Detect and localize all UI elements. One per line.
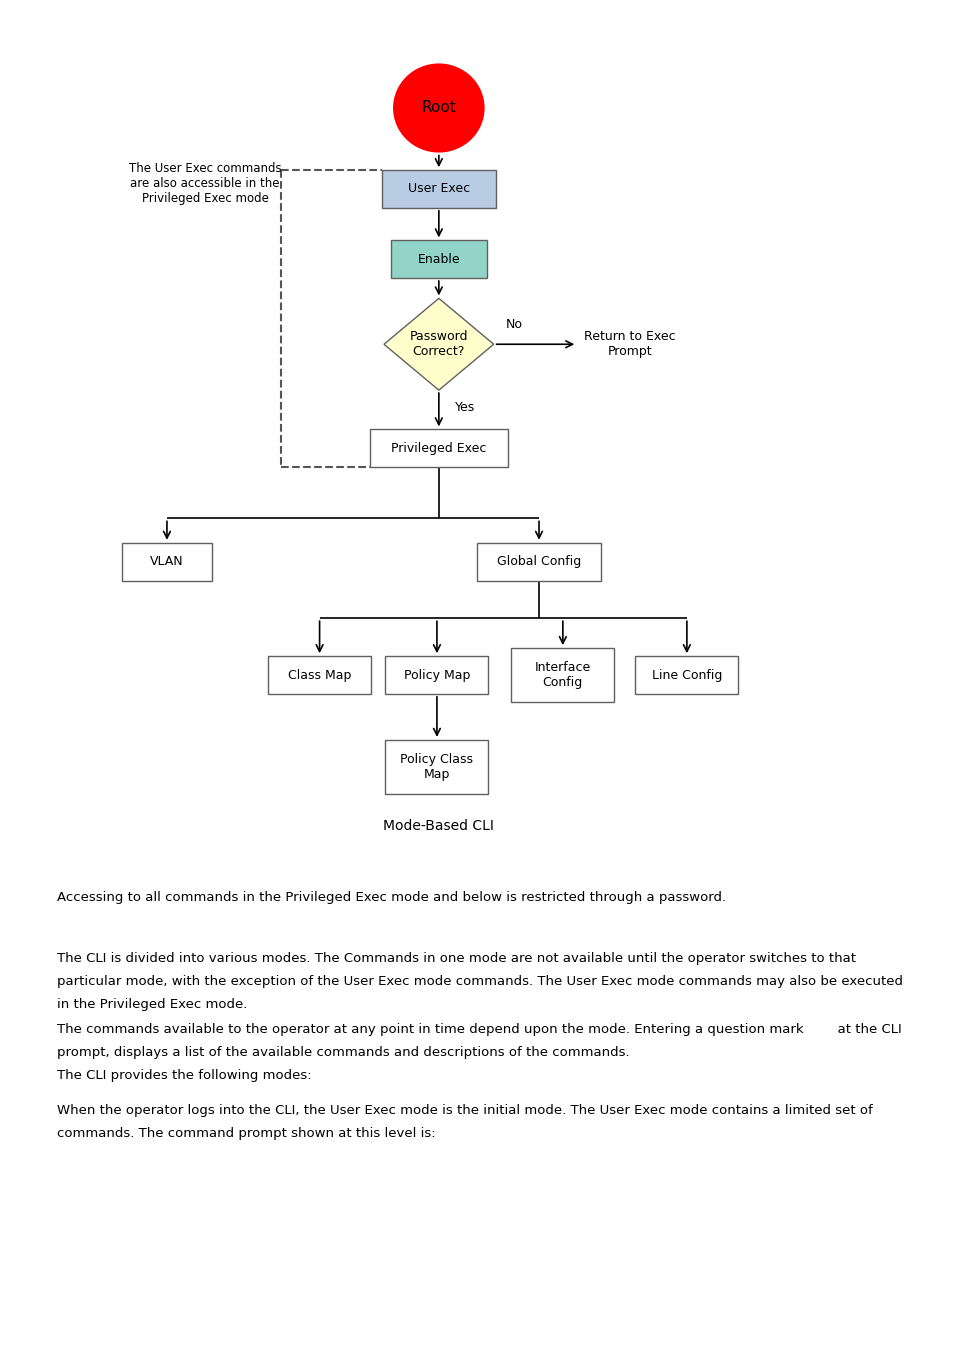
Text: Interface
Config: Interface Config — [535, 662, 590, 688]
Text: No: No — [506, 317, 522, 331]
Ellipse shape — [393, 63, 484, 153]
Text: Privileged Exec: Privileged Exec — [391, 441, 486, 455]
FancyBboxPatch shape — [391, 240, 486, 278]
Text: Global Config: Global Config — [497, 555, 580, 568]
FancyBboxPatch shape — [385, 656, 488, 694]
Text: Yes: Yes — [455, 401, 476, 413]
Text: VLAN: VLAN — [150, 555, 184, 568]
Text: Enable: Enable — [417, 252, 459, 266]
Text: Password
Correct?: Password Correct? — [409, 331, 468, 358]
Text: prompt, displays a list of the available commands and descriptions of the comman: prompt, displays a list of the available… — [57, 1046, 629, 1060]
Text: Accessing to all commands in the Privileged Exec mode and below is restricted th: Accessing to all commands in the Privile… — [57, 891, 725, 904]
Text: in the Privileged Exec mode.: in the Privileged Exec mode. — [57, 998, 248, 1011]
FancyBboxPatch shape — [385, 740, 488, 794]
Text: When the operator logs into the CLI, the User Exec mode is the initial mode. The: When the operator logs into the CLI, the… — [57, 1104, 872, 1118]
Text: particular mode, with the exception of the User Exec mode commands. The User Exe: particular mode, with the exception of t… — [57, 975, 902, 988]
Text: The CLI is divided into various modes. The Commands in one mode are not availabl: The CLI is divided into various modes. T… — [57, 952, 856, 965]
Text: The CLI provides the following modes:: The CLI provides the following modes: — [57, 1069, 312, 1083]
Text: User Exec: User Exec — [407, 182, 470, 196]
FancyBboxPatch shape — [476, 543, 600, 580]
FancyBboxPatch shape — [268, 656, 371, 694]
Text: Return to Exec
Prompt: Return to Exec Prompt — [583, 331, 675, 358]
FancyBboxPatch shape — [635, 656, 738, 694]
Text: commands. The command prompt shown at this level is:: commands. The command prompt shown at th… — [57, 1127, 436, 1141]
Polygon shape — [383, 298, 494, 390]
Text: The User Exec commands
are also accessible in the
Privileged Exec mode: The User Exec commands are also accessib… — [129, 162, 281, 205]
Text: Class Map: Class Map — [288, 668, 351, 682]
Text: Mode-Based CLI: Mode-Based CLI — [383, 819, 494, 833]
FancyBboxPatch shape — [381, 170, 496, 208]
Text: Root: Root — [421, 100, 456, 116]
Text: Policy Map: Policy Map — [403, 668, 470, 682]
FancyBboxPatch shape — [511, 648, 614, 702]
Text: Line Config: Line Config — [651, 668, 721, 682]
Text: Policy Class
Map: Policy Class Map — [400, 753, 473, 780]
Text: The commands available to the operator at any point in time depend upon the mode: The commands available to the operator a… — [57, 1023, 901, 1037]
FancyBboxPatch shape — [369, 429, 507, 467]
FancyBboxPatch shape — [122, 543, 212, 580]
